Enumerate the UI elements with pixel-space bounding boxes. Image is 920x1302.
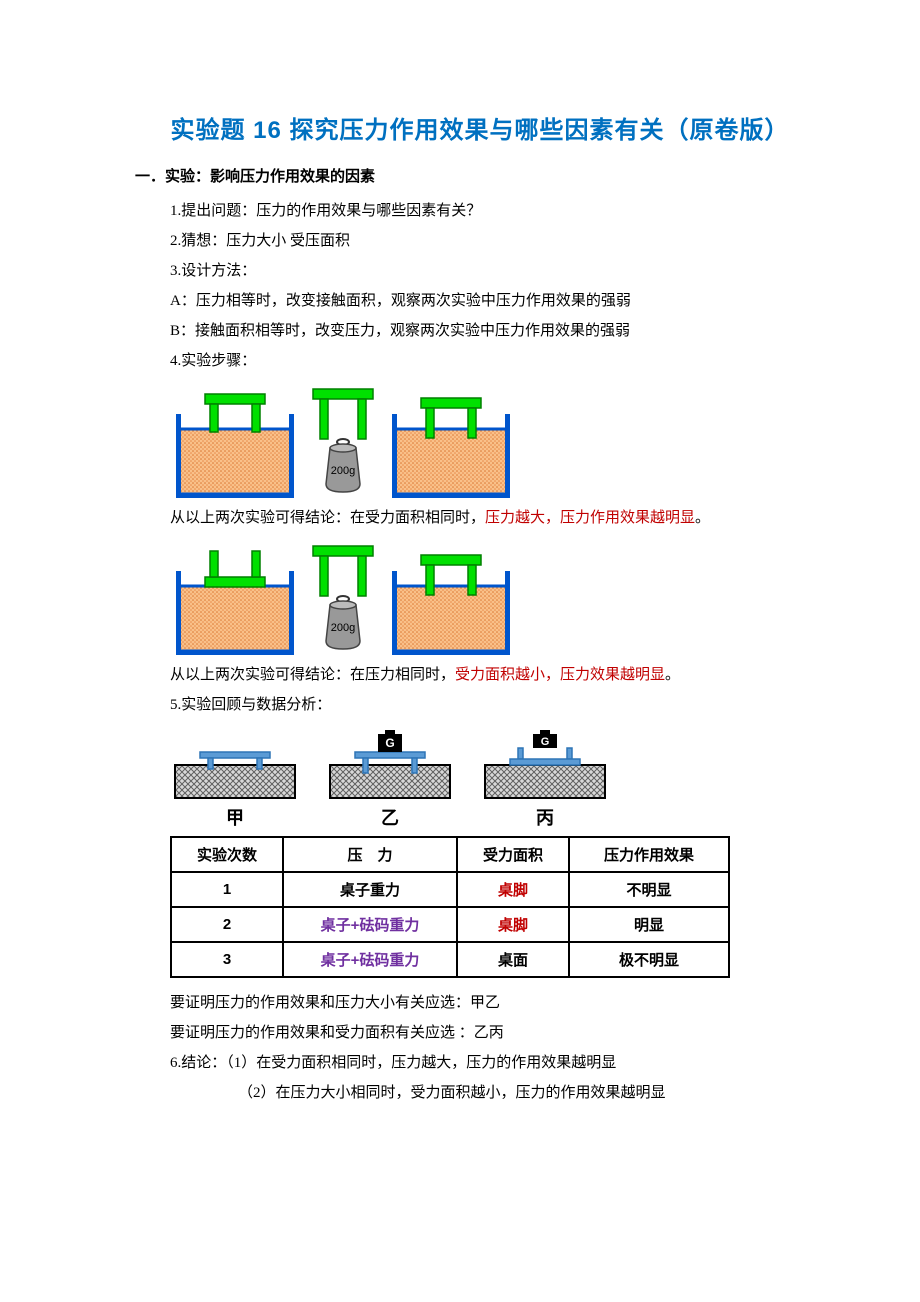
sand-box-table-down-icon bbox=[386, 384, 516, 499]
cell: 不明显 bbox=[569, 872, 729, 907]
cell: 明显 bbox=[569, 907, 729, 942]
cell: 极不明显 bbox=[569, 942, 729, 977]
svg-text:200g: 200g bbox=[331, 465, 355, 477]
line-q4: 4.实验步骤： bbox=[170, 346, 825, 376]
concl1-c: 。 bbox=[695, 510, 710, 526]
line-q1: 1.提出问题：压力的作用效果与哪些因素有关？ bbox=[170, 196, 825, 226]
concl2-c: 。 bbox=[665, 667, 680, 683]
table-row: 3 桌子+砝码重力 桌面 极不明显 bbox=[171, 942, 729, 977]
cell: 桌子重力 bbox=[283, 872, 457, 907]
diagram-row-1: 200g bbox=[170, 384, 825, 499]
concl1-b: 压力越大，压力作用效果越明显 bbox=[485, 510, 695, 526]
cell: 桌子+砝码重力 bbox=[283, 907, 457, 942]
conclusion-2: 从以上两次实验可得结论：在压力相同时，受力面积越小，压力效果越明显。 bbox=[170, 660, 825, 690]
sand-box-legs-up-icon bbox=[170, 384, 300, 499]
diagram-jia-icon bbox=[170, 730, 300, 800]
svg-text:G: G bbox=[385, 736, 394, 750]
page-title: 实验题 16 探究压力作用效果与哪些因素有关（原卷版） bbox=[135, 110, 825, 145]
concl2-b: 受力面积越小，压力效果越明显 bbox=[455, 667, 665, 683]
line-q2: 2.猜想：压力大小 受压面积 bbox=[170, 226, 825, 256]
svg-text:G: G bbox=[541, 736, 550, 748]
th-force: 压 力 bbox=[283, 837, 457, 872]
concl2-a: 从以上两次实验可得结论：在压力相同时， bbox=[170, 667, 455, 683]
cell: 桌子+砝码重力 bbox=[283, 942, 457, 977]
th-effect: 压力作用效果 bbox=[569, 837, 729, 872]
three-label-row: 甲 乙 丙 bbox=[170, 804, 825, 830]
cell: 3 bbox=[171, 942, 283, 977]
sand-box-legs-up-2-icon bbox=[170, 541, 300, 656]
diagram-row-2: 200g bbox=[170, 541, 825, 656]
section-header: 一．实验：影响压力作用效果的因素 bbox=[135, 165, 825, 186]
weight-on-table-2-icon: 200g bbox=[308, 541, 378, 656]
th-area: 受力面积 bbox=[457, 837, 569, 872]
diagram-bing-icon: G bbox=[480, 730, 610, 800]
diagram-yi-icon: G bbox=[325, 730, 455, 800]
table-row: 2 桌子+砝码重力 桌脚 明显 bbox=[171, 907, 729, 942]
cell: 桌脚 bbox=[457, 872, 569, 907]
proof-2: 要证明压力的作用效果和受力面积有关应选 ：乙丙 bbox=[170, 1018, 825, 1048]
cell: 桌面 bbox=[457, 942, 569, 977]
label-bing: 丙 bbox=[480, 804, 610, 830]
three-diagram-row: G G bbox=[170, 730, 825, 800]
proof-1: 要证明压力的作用效果和压力大小有关应选：甲乙 bbox=[170, 988, 825, 1018]
cell: 桌脚 bbox=[457, 907, 569, 942]
th-num: 实验次数 bbox=[171, 837, 283, 872]
line-q3: 3.设计方法： bbox=[170, 256, 825, 286]
cell: 1 bbox=[171, 872, 283, 907]
weight-on-table-icon: 200g bbox=[308, 384, 378, 499]
content-body: 1.提出问题：压力的作用效果与哪些因素有关？ 2.猜想：压力大小 受压面积 3.… bbox=[135, 196, 825, 1108]
conclusion-6b: （2）在压力大小相同时，受力面积越小，压力的作用效果越明显 bbox=[170, 1078, 825, 1108]
conclusion-6a: 6.结论：（1）在受力面积相同时，压力越大，压力的作用效果越明显 bbox=[170, 1048, 825, 1078]
line-B: B：接触面积相等时，改变压力，观察两次实验中压力作用效果的强弱 bbox=[170, 316, 825, 346]
label-jia: 甲 bbox=[170, 804, 300, 830]
conclusion-1: 从以上两次实验可得结论：在受力面积相同时，压力越大，压力作用效果越明显。 bbox=[170, 503, 825, 533]
concl1-a: 从以上两次实验可得结论：在受力面积相同时， bbox=[170, 510, 485, 526]
svg-text:200g: 200g bbox=[331, 622, 355, 634]
table-header-row: 实验次数 压 力 受力面积 压力作用效果 bbox=[171, 837, 729, 872]
label-yi: 乙 bbox=[325, 804, 455, 830]
line-q5: 5.实验回顾与数据分析： bbox=[170, 690, 825, 720]
line-A: A：压力相等时，改变接触面积，观察两次实验中压力作用效果的强弱 bbox=[170, 286, 825, 316]
data-table: 实验次数 压 力 受力面积 压力作用效果 1 桌子重力 桌脚 不明显 2 桌子+… bbox=[170, 836, 730, 978]
sand-box-table-down-2-icon bbox=[386, 541, 516, 656]
table-row: 1 桌子重力 桌脚 不明显 bbox=[171, 872, 729, 907]
cell: 2 bbox=[171, 907, 283, 942]
